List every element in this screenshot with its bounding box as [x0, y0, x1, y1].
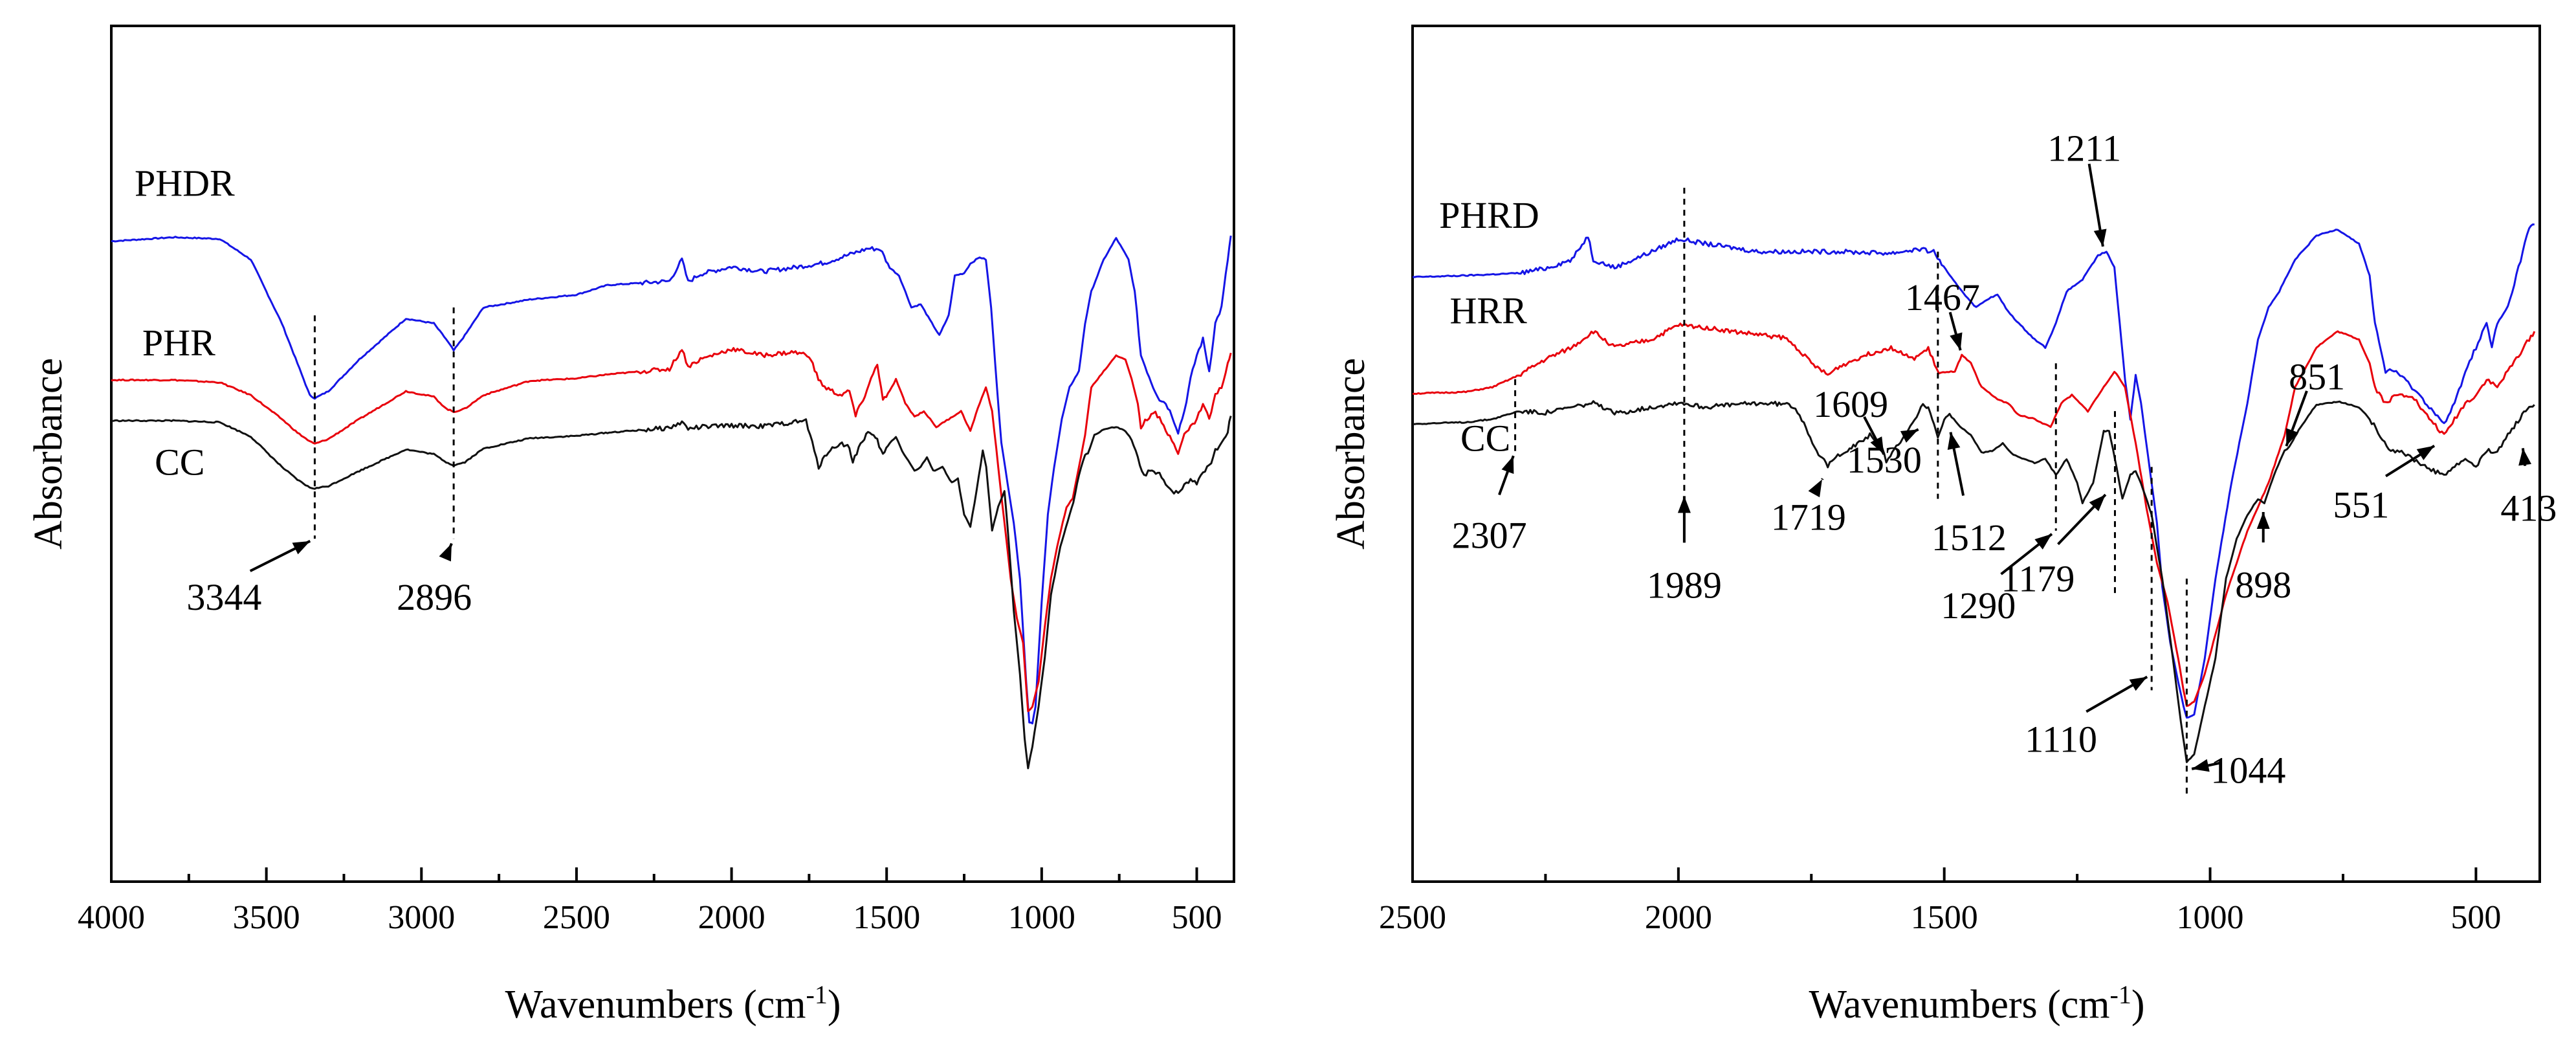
left-curve-phdr [111, 235, 1232, 725]
right-arrowhead-1530 [1900, 429, 1919, 443]
right-arrowhead-898 [2256, 511, 2270, 529]
left-x-tick-label-4000: 4000 [78, 899, 145, 936]
right-peak-label-551: 551 [2333, 484, 2389, 526]
left-annotations: 3344 2896 [186, 307, 472, 618]
left-x-tick-label-3000: 3000 [388, 899, 455, 936]
right-x-tick-label-1000: 1000 [2177, 899, 2244, 936]
right-peak-label-1989: 1989 [1647, 564, 1722, 606]
left-x-axis-ticks: 4000 3500 3000 2500 2000 1500 1000 500 [78, 867, 1222, 936]
right-x-tick-label-2500: 2500 [1379, 899, 1446, 936]
right-arrow-1719 [1821, 478, 1824, 480]
right-arrowhead-551 [2416, 445, 2435, 460]
left-series-curves [111, 235, 1232, 770]
left-x-axis-title-sup: -1 [806, 980, 828, 1009]
right-x-axis-title-end: ) [2131, 983, 2145, 1027]
right-x-axis-title-main: Wavenumbers (cm [1809, 983, 2110, 1027]
right-y-axis-title: Absorbance [1329, 358, 1373, 550]
right-x-tick-label-2000: 2000 [1645, 899, 1712, 936]
left-curve-cc [111, 416, 1232, 770]
right-arrowhead-1211 [2093, 229, 2107, 247]
right-x-tick-label-1500: 1500 [1911, 899, 1978, 936]
left-arrowhead-3344 [292, 541, 311, 555]
right-arrowhead-1609 [1870, 436, 1884, 454]
right-series-label-phrd: PHRD [1439, 194, 1539, 236]
left-arrowhead-2896 [439, 543, 452, 562]
left-peak-label-3344: 3344 [186, 576, 261, 618]
right-peak-label-1467: 1467 [1905, 276, 1980, 318]
left-x-tick-label-3500: 3500 [233, 899, 300, 936]
right-curve-hrr [1412, 322, 2536, 708]
right-series-labels: PHRD HRR CC [1439, 194, 1539, 460]
right-peak-label-1179: 1179 [2001, 557, 2075, 599]
left-series-label-cc: CC [155, 441, 204, 484]
right-arrowhead-1290 [2034, 533, 2052, 550]
left-x-tick-label-1000: 1000 [1008, 899, 1075, 936]
right-arrowhead-851 [2286, 428, 2298, 447]
right-arrowhead-413 [2518, 448, 2532, 466]
right-peak-label-2307: 2307 [1452, 515, 1527, 557]
right-arrowhead-1467 [1950, 332, 1963, 351]
left-x-tick-label-2000: 2000 [698, 899, 765, 936]
left-spectrum-panel: 4000 3500 3000 2500 2000 1500 1000 500 3344 2896… [27, 25, 1235, 1027]
right-series-label-cc: CC [1460, 418, 1510, 460]
right-series-curves [1412, 223, 2536, 763]
right-peak-label-1110: 1110 [2025, 719, 2097, 761]
left-x-axis-title: Wavenumbers (cm-1) [505, 980, 841, 1027]
right-peak-label-1609: 1609 [1813, 383, 1888, 425]
right-curve-phrd [1412, 223, 2535, 719]
left-x-axis-title-main: Wavenumbers (cm [505, 983, 806, 1027]
right-peak-label-851: 851 [2289, 356, 2345, 398]
right-peak-label-1211: 1211 [2047, 128, 2121, 170]
right-x-tick-label-500: 500 [2450, 899, 2501, 936]
right-series-label-hrr: HRR [1450, 290, 1528, 332]
right-arrowhead-2307 [1501, 456, 1514, 474]
left-x-tick-label-1500: 1500 [853, 899, 920, 936]
right-peak-label-413: 413 [2500, 487, 2557, 529]
right-arrowhead-1512 [1947, 432, 1961, 451]
right-peak-label-1290: 1290 [1941, 585, 2016, 627]
right-x-axis-ticks: 2500 2000 1500 1000 500 [1379, 867, 2501, 936]
right-arrowhead-1110 [2129, 676, 2148, 691]
left-x-tick-label-2500: 2500 [543, 899, 610, 936]
left-plot-frame [110, 25, 1235, 883]
right-peak-label-898: 898 [2235, 564, 2291, 606]
right-spectrum-panel: 2500 2000 1500 1000 500 2307 1989 1719 1609 1530… [1329, 25, 2557, 1027]
right-peak-label-1512: 1512 [1932, 517, 2007, 559]
left-y-axis-title: Absorbance [27, 358, 71, 550]
right-x-axis-title: Wavenumbers (cm-1) [1809, 980, 2145, 1027]
right-plot-frame [1411, 25, 2541, 883]
right-peak-label-1044: 1044 [2210, 750, 2285, 792]
left-curve-phr [111, 347, 1232, 713]
right-arrowhead-1719 [1808, 479, 1822, 498]
right-peak-label-1719: 1719 [1771, 496, 1846, 539]
right-curve-cc [1412, 400, 2535, 763]
left-x-tick-label-500: 500 [1171, 899, 1222, 936]
right-peak-label-1530: 1530 [1847, 439, 1922, 481]
left-series-label-phdr: PHDR [135, 162, 235, 204]
right-arrowhead-1179 [2089, 495, 2106, 511]
right-x-axis-title-sup: -1 [2110, 980, 2131, 1009]
right-arrowhead-1989 [1677, 496, 1691, 513]
left-series-label-phr: PHR [142, 322, 215, 364]
left-peak-label-2896: 2896 [397, 576, 472, 618]
left-x-axis-title-end: ) [828, 983, 841, 1027]
right-arrowhead-1044 [2192, 759, 2210, 772]
left-series-labels: PHDR PHR CC [135, 162, 235, 483]
